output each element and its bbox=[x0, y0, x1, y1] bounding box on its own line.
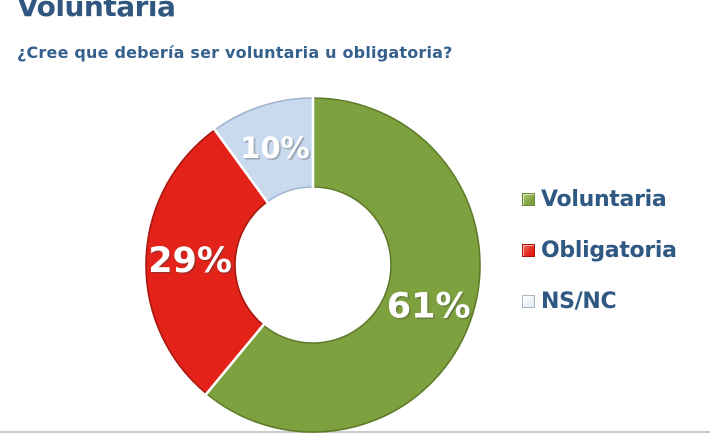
legend-swatch-obligatoria-icon bbox=[522, 244, 535, 257]
donut-slice-voluntaria bbox=[205, 97, 481, 433]
legend-item-voluntaria: Voluntaria bbox=[522, 186, 677, 213]
slice-label-voluntaria: 61% bbox=[387, 287, 471, 327]
page-title: Voluntaria bbox=[17, 0, 176, 23]
slice-separator bbox=[204, 323, 265, 396]
legend-label-obligatoria: Obligatoria bbox=[541, 238, 677, 263]
legend-label-voluntaria: Voluntaria bbox=[541, 187, 667, 212]
legend-item-obligatoria: Obligatoria bbox=[522, 237, 677, 264]
chart-legend: Voluntaria Obligatoria NS/NC bbox=[522, 186, 677, 339]
donut-chart: 61% 29% 10% bbox=[143, 95, 483, 435]
donut-svg: 61% 29% 10% bbox=[145, 97, 481, 433]
legend-swatch-voluntaria-icon bbox=[522, 193, 535, 206]
legend-label-nsnc: NS/NC bbox=[541, 289, 617, 314]
legend-item-nsnc: NS/NC bbox=[522, 288, 677, 315]
chart-subtitle: ¿Cree que debería ser voluntaria u oblig… bbox=[17, 43, 453, 62]
legend-swatch-nsnc-icon bbox=[522, 295, 535, 308]
slice-separator bbox=[213, 128, 269, 204]
bottom-rule bbox=[0, 431, 710, 433]
slice-label-obligatoria: 29% bbox=[148, 241, 232, 281]
donut-slice-obligatoria bbox=[145, 129, 268, 395]
slice-label-ns-nc: 10% bbox=[240, 131, 309, 165]
